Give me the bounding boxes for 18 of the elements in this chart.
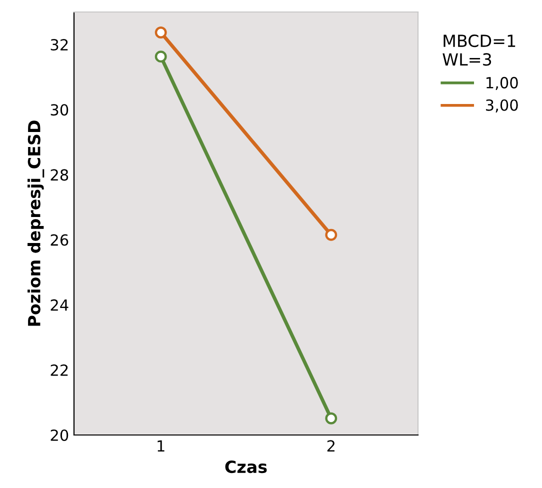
x-tick-label: 2 <box>327 440 334 452</box>
y-tick-label: 20 <box>50 429 68 442</box>
legend-label: 3,00 <box>486 99 518 112</box>
legend-label: 1,00 <box>486 76 518 90</box>
y-tick-label: 30 <box>50 104 68 116</box>
point <box>154 26 167 38</box>
x-axis-title: Czas <box>225 460 267 474</box>
y-axis-title: Poziom depresji_CESD <box>28 120 44 326</box>
y-tick-label: 28 <box>50 169 68 181</box>
y-tick-label: 26 <box>50 234 68 246</box>
y-tick-label: 32 <box>50 39 68 51</box>
y-tick-label: 22 <box>50 364 68 376</box>
legend-title: MBCD=1 WL=3 <box>442 34 516 66</box>
x-tick-label: 1 <box>158 440 164 452</box>
point <box>154 50 167 63</box>
y-tick-label: 24 <box>50 299 68 311</box>
point <box>325 412 338 424</box>
point <box>325 228 338 241</box>
